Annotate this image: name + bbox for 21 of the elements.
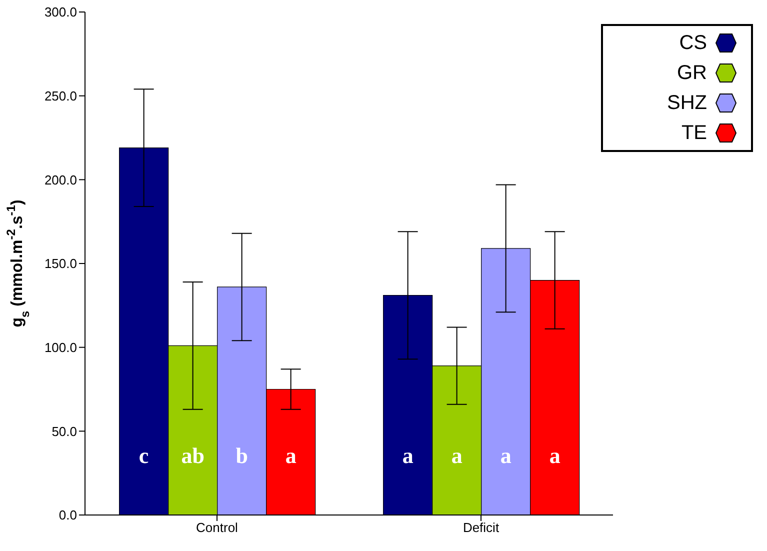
y-tick-label: 0.0 <box>58 508 77 523</box>
data-label: a <box>402 443 414 468</box>
y-tick-label: 50.0 <box>52 424 77 439</box>
y-tick-label: 200.0 <box>44 172 77 188</box>
legend-label: GR <box>677 62 707 84</box>
legend-label: SHZ <box>667 92 707 114</box>
y-tick-label: 250.0 <box>44 88 77 104</box>
y-tick-label: 100.0 <box>44 340 77 355</box>
data-label: ab <box>181 443 204 468</box>
legend-label: CS <box>679 32 707 54</box>
data-label: a <box>451 443 462 468</box>
data-label: a <box>549 443 560 468</box>
data-label: c <box>138 443 149 468</box>
data-label: a <box>500 443 512 468</box>
data-label: a <box>285 443 296 468</box>
y-tick-label: 150.0 <box>44 256 77 272</box>
x-tick-label: Control <box>196 520 238 536</box>
x-tick-label: Deficit <box>462 520 500 536</box>
legend-label: TE <box>681 122 707 144</box>
y-tick-label: 300.0 <box>44 4 77 20</box>
data-label: b <box>236 443 248 468</box>
